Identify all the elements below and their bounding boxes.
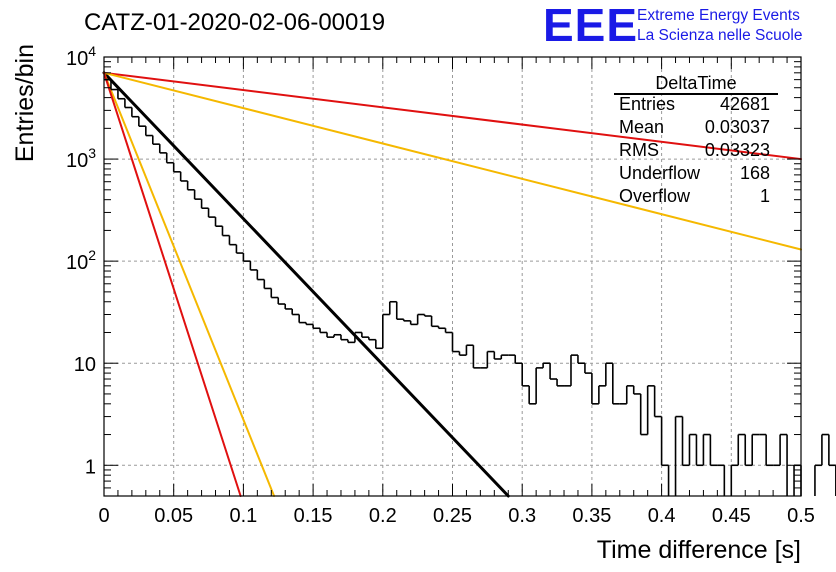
- curve-4: [103, 71, 276, 497]
- x-tick-label: 0.4: [648, 505, 676, 527]
- x-tick-label: 0.45: [712, 505, 751, 527]
- x-tick-label: 0.1: [229, 505, 257, 527]
- y-tick-label: 102: [66, 247, 96, 274]
- eee-logo: EEE Extreme Energy Events La Scienza nel…: [543, 0, 833, 51]
- curves: [102, 71, 802, 498]
- y-tick-label: 10: [74, 354, 96, 376]
- y-axis-label: Entries/bin: [11, 44, 39, 162]
- y-tick-label: 103: [66, 145, 96, 172]
- stats-label: RMS: [619, 140, 659, 160]
- x-tick-label: 0: [98, 505, 109, 527]
- stats-label: Overflow: [619, 186, 691, 206]
- chart-title: CATZ-01-2020-02-06-00019: [84, 9, 386, 36]
- stats-label: Entries: [619, 94, 675, 114]
- stats-value: 42681: [720, 94, 770, 114]
- axis-ticks: 0 0.05 0.1 0.15 0.2 0.25 0.3 0.35 0.4 0.45 0.5 1 10 1…: [66, 43, 815, 527]
- stats-title: DeltaTime: [655, 73, 736, 93]
- fit-line: [102, 71, 510, 498]
- stats-value: 0.03323: [705, 140, 770, 160]
- histogram: [104, 78, 836, 496]
- stats-value: 168: [740, 163, 770, 183]
- stats-value: 0.03037: [705, 117, 770, 137]
- stats-label: Underflow: [619, 163, 701, 183]
- y-tick-label: 104: [66, 43, 96, 70]
- curve-3: [103, 71, 802, 251]
- eee-logo-mark: EEE: [543, 0, 639, 51]
- y-tick-label: 1: [85, 456, 96, 478]
- x-tick-label: 0.2: [369, 505, 397, 527]
- curve-5: [103, 71, 242, 497]
- x-axis-label: Time difference [s]: [597, 536, 801, 564]
- x-tick-label: 0.3: [508, 505, 536, 527]
- logo-line-2: La Scienza nelle Scuole: [637, 27, 803, 44]
- logo-line-1: Extreme Energy Events: [637, 7, 800, 24]
- x-tick-label: 0.5: [787, 505, 815, 527]
- x-tick-label: 0.25: [433, 505, 472, 527]
- stats-value: 1: [760, 186, 770, 206]
- stats-label: Mean: [619, 117, 664, 137]
- x-tick-label: 0.05: [154, 505, 193, 527]
- x-tick-label: 0.35: [572, 505, 611, 527]
- grid: [104, 56, 801, 496]
- x-tick-label: 0.15: [294, 505, 333, 527]
- curve-2: [103, 71, 802, 161]
